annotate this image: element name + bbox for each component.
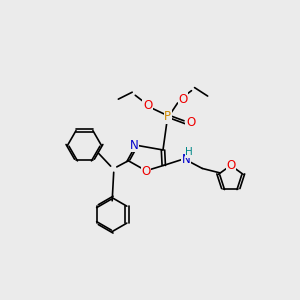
- Text: P: P: [164, 110, 171, 123]
- Text: N: N: [182, 153, 190, 166]
- Text: O: O: [226, 159, 236, 172]
- Text: O: O: [178, 93, 188, 106]
- Text: O: O: [143, 99, 152, 112]
- Text: O: O: [141, 165, 151, 178]
- Text: H: H: [185, 147, 193, 157]
- Text: N: N: [130, 139, 139, 152]
- Text: O: O: [186, 116, 195, 129]
